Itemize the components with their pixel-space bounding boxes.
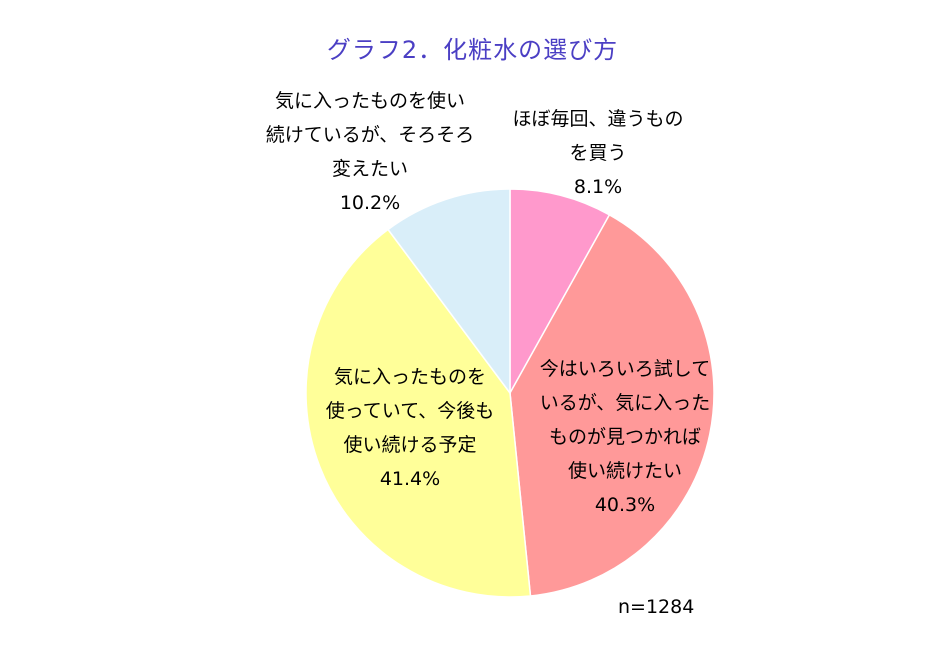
- pie-slice-keep-using: [305, 228, 532, 598]
- slice-label-trying-various: 今はいろいろ試して いるが、気に入った ものが見つかれば 使い続けたい 40.3…: [539, 358, 711, 516]
- slice-label-want-to-change: 気に入ったものを使い 続けているが、そろそろ 変えたい 10.2%: [265, 90, 475, 214]
- slice-label-keep-using: 気に入ったものを 使っていて、今後も 使い続ける予定 41.4%: [325, 366, 495, 490]
- pie-slice-buy-different: [509, 188, 611, 396]
- pie-slice-trying-various: [509, 213, 715, 597]
- sample-size-note: n=1284: [618, 596, 695, 618]
- chart-title: グラフ2．化粧水の選び方: [326, 36, 619, 64]
- slice-label-buy-different: ほぼ毎回、違うもの を買う 8.1%: [512, 108, 684, 198]
- pie-slice-want-to-change: [386, 188, 511, 396]
